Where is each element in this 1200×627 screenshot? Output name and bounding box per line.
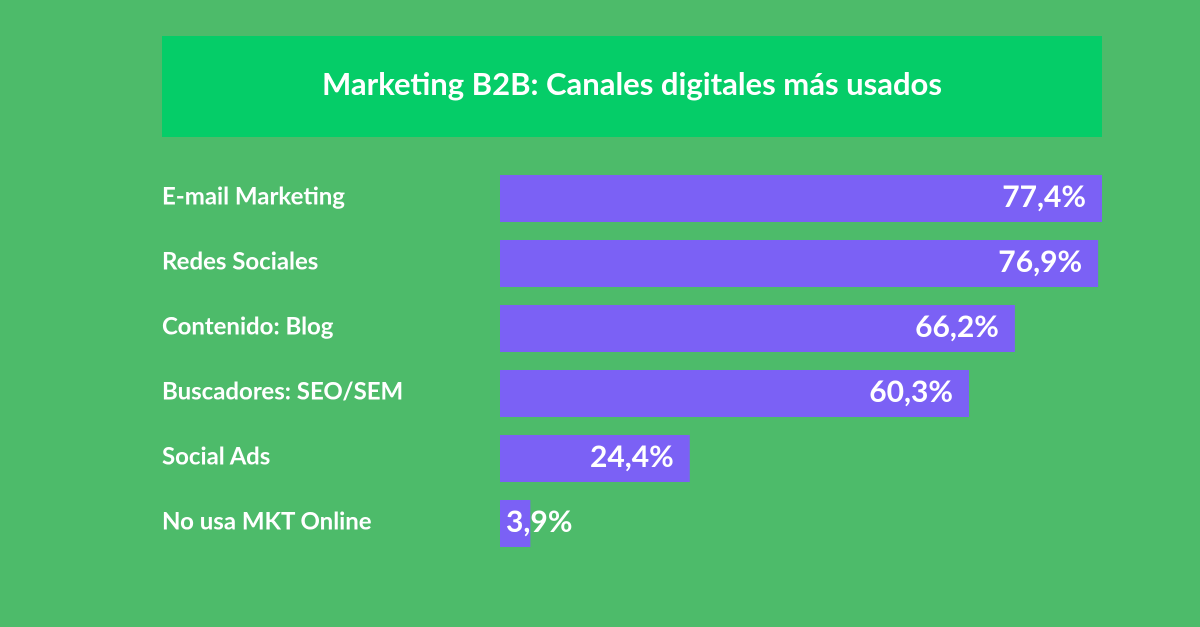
value-label: 76,9%	[998, 243, 1082, 279]
category-label: E-mail Marketing	[162, 182, 345, 211]
value-label: 77,4%	[1002, 178, 1086, 214]
bar	[500, 435, 690, 482]
bar	[500, 500, 531, 547]
category-label: No usa MKT Online	[162, 507, 372, 536]
bar	[500, 175, 1102, 222]
category-label: Buscadores: SEO/SEM	[162, 377, 403, 406]
value-label: 24,4%	[590, 438, 674, 474]
value-label: 60,3%	[869, 373, 953, 409]
bar	[500, 305, 1015, 352]
chart-title: Marketing B2B: Canales digitales más usa…	[322, 64, 942, 102]
value-label: 66,2%	[915, 308, 999, 344]
category-label: Social Ads	[162, 442, 270, 471]
title-box	[162, 36, 1102, 137]
bar	[500, 240, 1099, 287]
category-label: Redes Sociales	[162, 247, 318, 276]
value-label: 3,9%	[506, 503, 572, 539]
category-label: Contenido: Blog	[162, 312, 334, 341]
bar	[500, 370, 969, 417]
